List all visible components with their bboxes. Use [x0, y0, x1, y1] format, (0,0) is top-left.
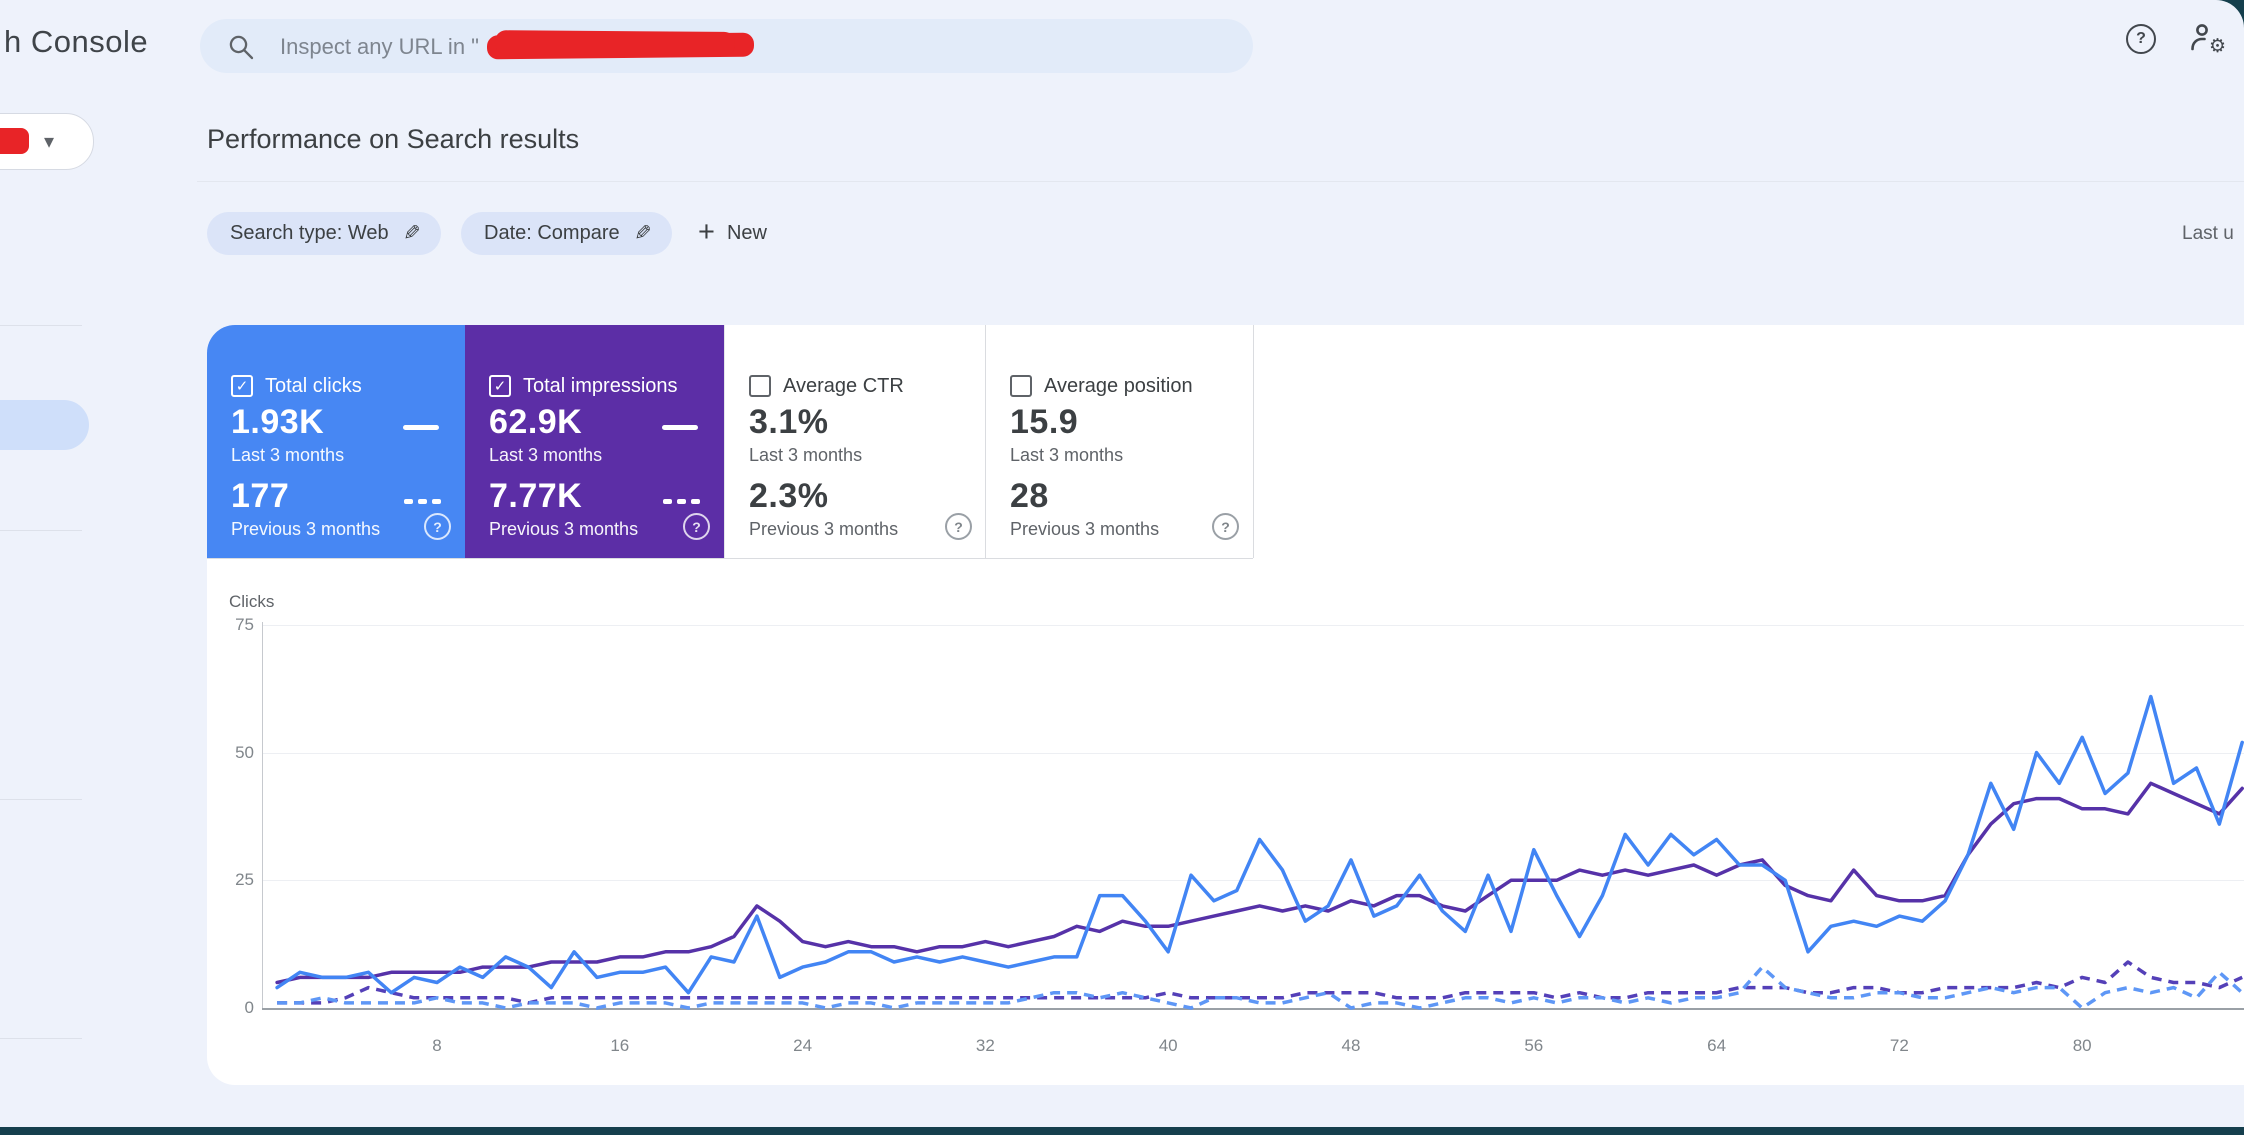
dashed-line-legend [663, 499, 700, 504]
y-axis-line [262, 622, 263, 1010]
filter-chip-date-compare[interactable]: Date: Compare ✎ [461, 212, 672, 255]
y-axis-label: Clicks [229, 592, 275, 611]
url-inspect-searchbar[interactable]: Inspect any URL in " [200, 19, 1253, 73]
page-title: Performance on Search results [207, 124, 580, 154]
metric-value-last: 62.9K [489, 403, 583, 441]
solid-line-legend [662, 425, 698, 430]
gridline [263, 624, 2244, 626]
metric-card-total-impressions[interactable]: Total impressions 62.9K Last 3 months 7.… [465, 325, 724, 558]
solid-line-legend [403, 425, 439, 430]
metric-value-previous: 28 [1010, 477, 1049, 515]
x-tick-label: 40 [1158, 1036, 1178, 1055]
x-tick-label: 16 [610, 1036, 630, 1055]
x-tick-label: 48 [1341, 1036, 1361, 1055]
checkbox-unchecked-icon[interactable] [1010, 375, 1032, 397]
metric-card-average-ctr[interactable]: Average CTR 3.1% Last 3 months 2.3% Prev… [724, 325, 986, 558]
x-tick-label: 24 [793, 1036, 813, 1055]
y-tick-label: 25 [235, 870, 254, 890]
help-button[interactable]: ? [2126, 24, 2156, 54]
search-placeholder: Inspect any URL in " [280, 34, 479, 59]
cards-row-divider [207, 558, 1253, 559]
metric-value-last: 1.93K [231, 403, 325, 441]
help-icon[interactable]: ? [945, 513, 972, 540]
title-divider [197, 181, 2244, 182]
redaction-mark [0, 128, 29, 154]
property-selector-dropdown[interactable]: ▾ [0, 113, 94, 170]
x-tick-label: 8 [432, 1036, 442, 1055]
checkbox-unchecked-icon[interactable] [749, 375, 771, 397]
filter-chip-search-type[interactable]: Search type: Web ✎ [207, 212, 441, 255]
help-icon[interactable]: ? [683, 513, 710, 540]
sidebar-divider [0, 1038, 82, 1039]
metric-value-last: 3.1% [749, 403, 829, 441]
x-tick-label: 64 [1707, 1036, 1727, 1055]
performance-panel: Total clicks 1.93K Last 3 months 177 Pre… [207, 325, 2244, 1085]
redaction-mark [486, 32, 755, 60]
help-icon: ? [2126, 24, 2156, 54]
metric-value-last: 15.9 [1010, 403, 1079, 441]
gridline [263, 752, 2244, 754]
x-tick-label: 80 [2072, 1036, 2092, 1055]
brand-text-fragment: h Console [4, 24, 149, 59]
metric-card-average-position[interactable]: Average position 15.9 Last 3 months 28 P… [985, 325, 1254, 558]
metric-value-previous: 177 [231, 477, 290, 515]
last-updated-text: Last u [2182, 223, 2234, 244]
checkbox-checked-icon[interactable] [489, 375, 511, 397]
edit-pencil-icon: ✎ [633, 222, 652, 245]
sidebar-divider [0, 325, 82, 326]
account-settings-button[interactable]: ⚙ [2188, 20, 2226, 57]
chevron-down-icon: ▾ [44, 131, 55, 153]
plus-icon: + [698, 215, 715, 248]
y-tick-label: 75 [235, 614, 254, 634]
metric-value-previous: 2.3% [749, 477, 829, 515]
metric-card-total-clicks[interactable]: Total clicks 1.93K Last 3 months 177 Pre… [207, 325, 465, 558]
x-tick-label: 32 [975, 1036, 995, 1055]
y-tick-label: 50 [235, 742, 254, 762]
help-icon[interactable]: ? [424, 513, 451, 540]
sidebar-selected-item[interactable] [0, 400, 89, 450]
x-tick-label: 56 [1524, 1036, 1544, 1055]
checkbox-checked-icon[interactable] [231, 375, 253, 397]
dashed-line-legend [404, 499, 441, 504]
gear-icon: ⚙ [2208, 36, 2226, 57]
sidebar-divider [0, 530, 82, 531]
metric-value-previous: 7.77K [489, 477, 583, 515]
edit-pencil-icon: ✎ [402, 222, 421, 245]
help-icon[interactable]: ? [1212, 513, 1239, 540]
new-filter-button[interactable]: + New [698, 215, 767, 248]
search-icon [229, 35, 254, 60]
gridline [263, 880, 2244, 882]
x-axis-line [262, 1008, 2244, 1010]
sidebar-divider [0, 799, 82, 800]
person-icon [2191, 24, 2208, 51]
y-tick-label: 0 [244, 998, 254, 1017]
x-tick-label: 72 [1889, 1036, 1909, 1055]
